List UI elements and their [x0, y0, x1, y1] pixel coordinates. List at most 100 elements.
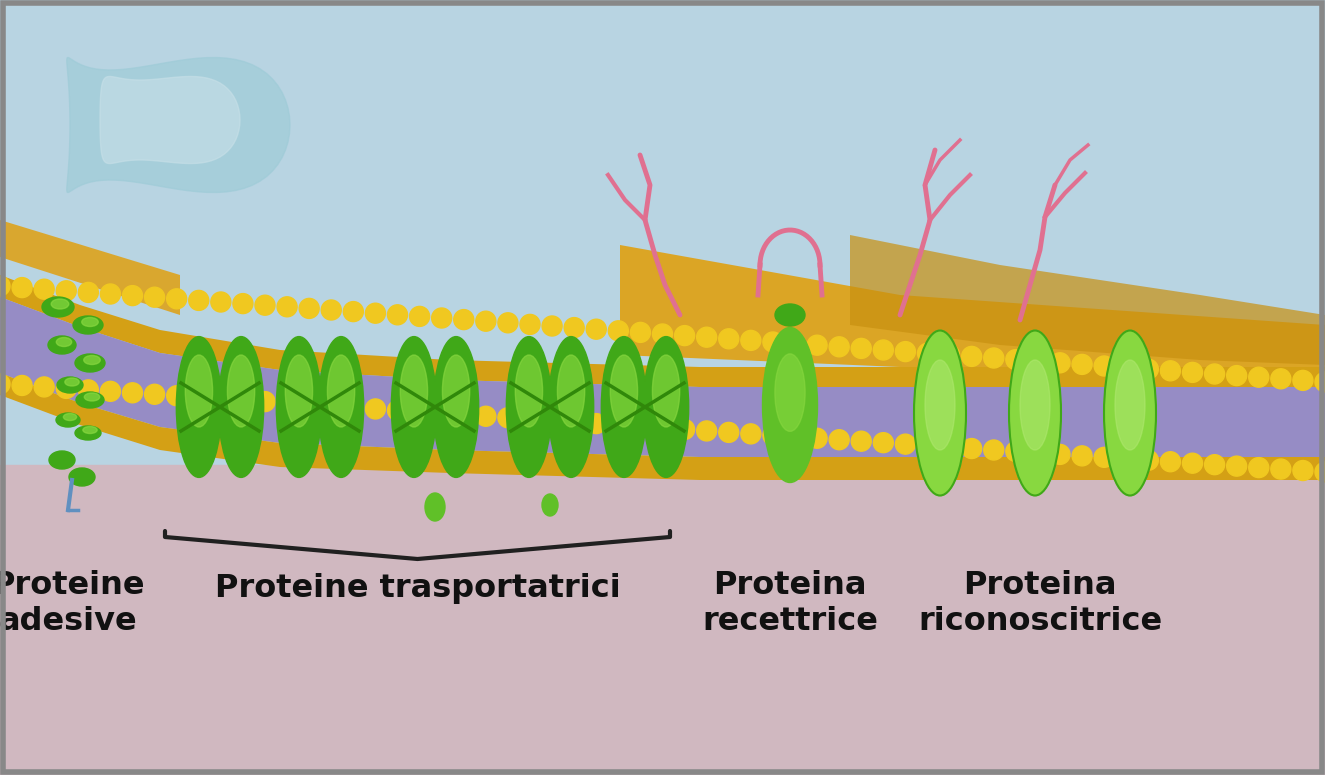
Ellipse shape	[56, 337, 72, 346]
Ellipse shape	[228, 355, 254, 427]
Circle shape	[939, 345, 959, 365]
Circle shape	[917, 436, 938, 456]
Text: Proteine
adesive: Proteine adesive	[0, 570, 144, 637]
Circle shape	[1006, 442, 1026, 461]
Polygon shape	[0, 373, 1325, 480]
Text: Proteina
recettrice: Proteina recettrice	[702, 570, 878, 637]
Circle shape	[1293, 370, 1313, 391]
Circle shape	[1227, 366, 1247, 386]
Circle shape	[1182, 363, 1203, 382]
Circle shape	[34, 377, 54, 397]
Circle shape	[631, 416, 651, 436]
Ellipse shape	[65, 378, 79, 386]
Circle shape	[167, 386, 187, 406]
Circle shape	[674, 419, 694, 439]
Circle shape	[608, 321, 628, 341]
Circle shape	[829, 429, 849, 449]
Text: Proteine trasportatrici: Proteine trasportatrici	[215, 573, 620, 604]
Circle shape	[1248, 457, 1269, 477]
Ellipse shape	[644, 336, 689, 477]
Circle shape	[586, 414, 607, 433]
Ellipse shape	[602, 336, 647, 477]
Ellipse shape	[549, 336, 594, 477]
Polygon shape	[0, 297, 1325, 457]
Circle shape	[1006, 350, 1026, 370]
Circle shape	[1072, 446, 1092, 466]
Polygon shape	[99, 77, 240, 164]
Ellipse shape	[652, 355, 680, 427]
Circle shape	[453, 309, 474, 329]
Circle shape	[144, 384, 164, 405]
Circle shape	[542, 316, 562, 336]
Polygon shape	[851, 235, 1325, 365]
Ellipse shape	[914, 330, 966, 495]
Ellipse shape	[277, 336, 322, 477]
Circle shape	[718, 422, 739, 443]
Circle shape	[608, 415, 628, 435]
Circle shape	[233, 294, 253, 314]
Circle shape	[0, 374, 11, 394]
Circle shape	[366, 399, 386, 419]
Ellipse shape	[425, 493, 445, 521]
Ellipse shape	[611, 355, 637, 427]
Circle shape	[939, 437, 959, 457]
Ellipse shape	[85, 393, 99, 401]
Ellipse shape	[52, 299, 69, 309]
Circle shape	[366, 303, 386, 323]
Ellipse shape	[57, 377, 83, 393]
Circle shape	[1227, 456, 1247, 476]
Circle shape	[784, 333, 806, 353]
Circle shape	[1248, 367, 1269, 388]
Circle shape	[188, 388, 209, 407]
Circle shape	[1204, 455, 1224, 474]
Ellipse shape	[391, 336, 436, 477]
Circle shape	[829, 337, 849, 356]
Text: Proteina
riconoscitrice: Proteina riconoscitrice	[918, 570, 1162, 637]
Circle shape	[122, 286, 143, 305]
Circle shape	[1028, 351, 1048, 371]
Ellipse shape	[186, 355, 212, 427]
Circle shape	[343, 301, 363, 322]
Circle shape	[896, 434, 916, 454]
Circle shape	[498, 313, 518, 332]
Circle shape	[101, 381, 121, 401]
Ellipse shape	[56, 413, 80, 427]
Ellipse shape	[219, 336, 264, 477]
Circle shape	[432, 403, 452, 423]
Circle shape	[1138, 450, 1158, 470]
Ellipse shape	[1116, 360, 1145, 450]
Circle shape	[1138, 359, 1158, 379]
Circle shape	[101, 284, 121, 304]
Circle shape	[1049, 444, 1071, 464]
Ellipse shape	[400, 355, 428, 427]
Circle shape	[343, 398, 363, 418]
Ellipse shape	[318, 336, 363, 477]
Circle shape	[277, 393, 297, 413]
Circle shape	[409, 402, 429, 422]
Circle shape	[1314, 462, 1325, 482]
Circle shape	[983, 440, 1004, 460]
Circle shape	[453, 405, 474, 425]
Circle shape	[387, 401, 408, 420]
Ellipse shape	[69, 468, 95, 486]
Circle shape	[0, 276, 11, 296]
Circle shape	[896, 342, 916, 362]
Ellipse shape	[49, 451, 76, 469]
Circle shape	[851, 339, 872, 358]
Circle shape	[1049, 353, 1071, 373]
Ellipse shape	[558, 355, 584, 427]
Circle shape	[56, 281, 77, 301]
Ellipse shape	[64, 414, 77, 421]
Circle shape	[1028, 443, 1048, 463]
Circle shape	[983, 348, 1004, 368]
Ellipse shape	[1104, 330, 1155, 495]
Ellipse shape	[73, 316, 103, 334]
Circle shape	[1182, 453, 1203, 474]
Ellipse shape	[48, 336, 76, 354]
Circle shape	[807, 336, 827, 355]
Ellipse shape	[83, 356, 101, 364]
Ellipse shape	[76, 392, 103, 408]
Circle shape	[56, 378, 77, 398]
Circle shape	[321, 300, 342, 320]
Ellipse shape	[506, 336, 551, 477]
